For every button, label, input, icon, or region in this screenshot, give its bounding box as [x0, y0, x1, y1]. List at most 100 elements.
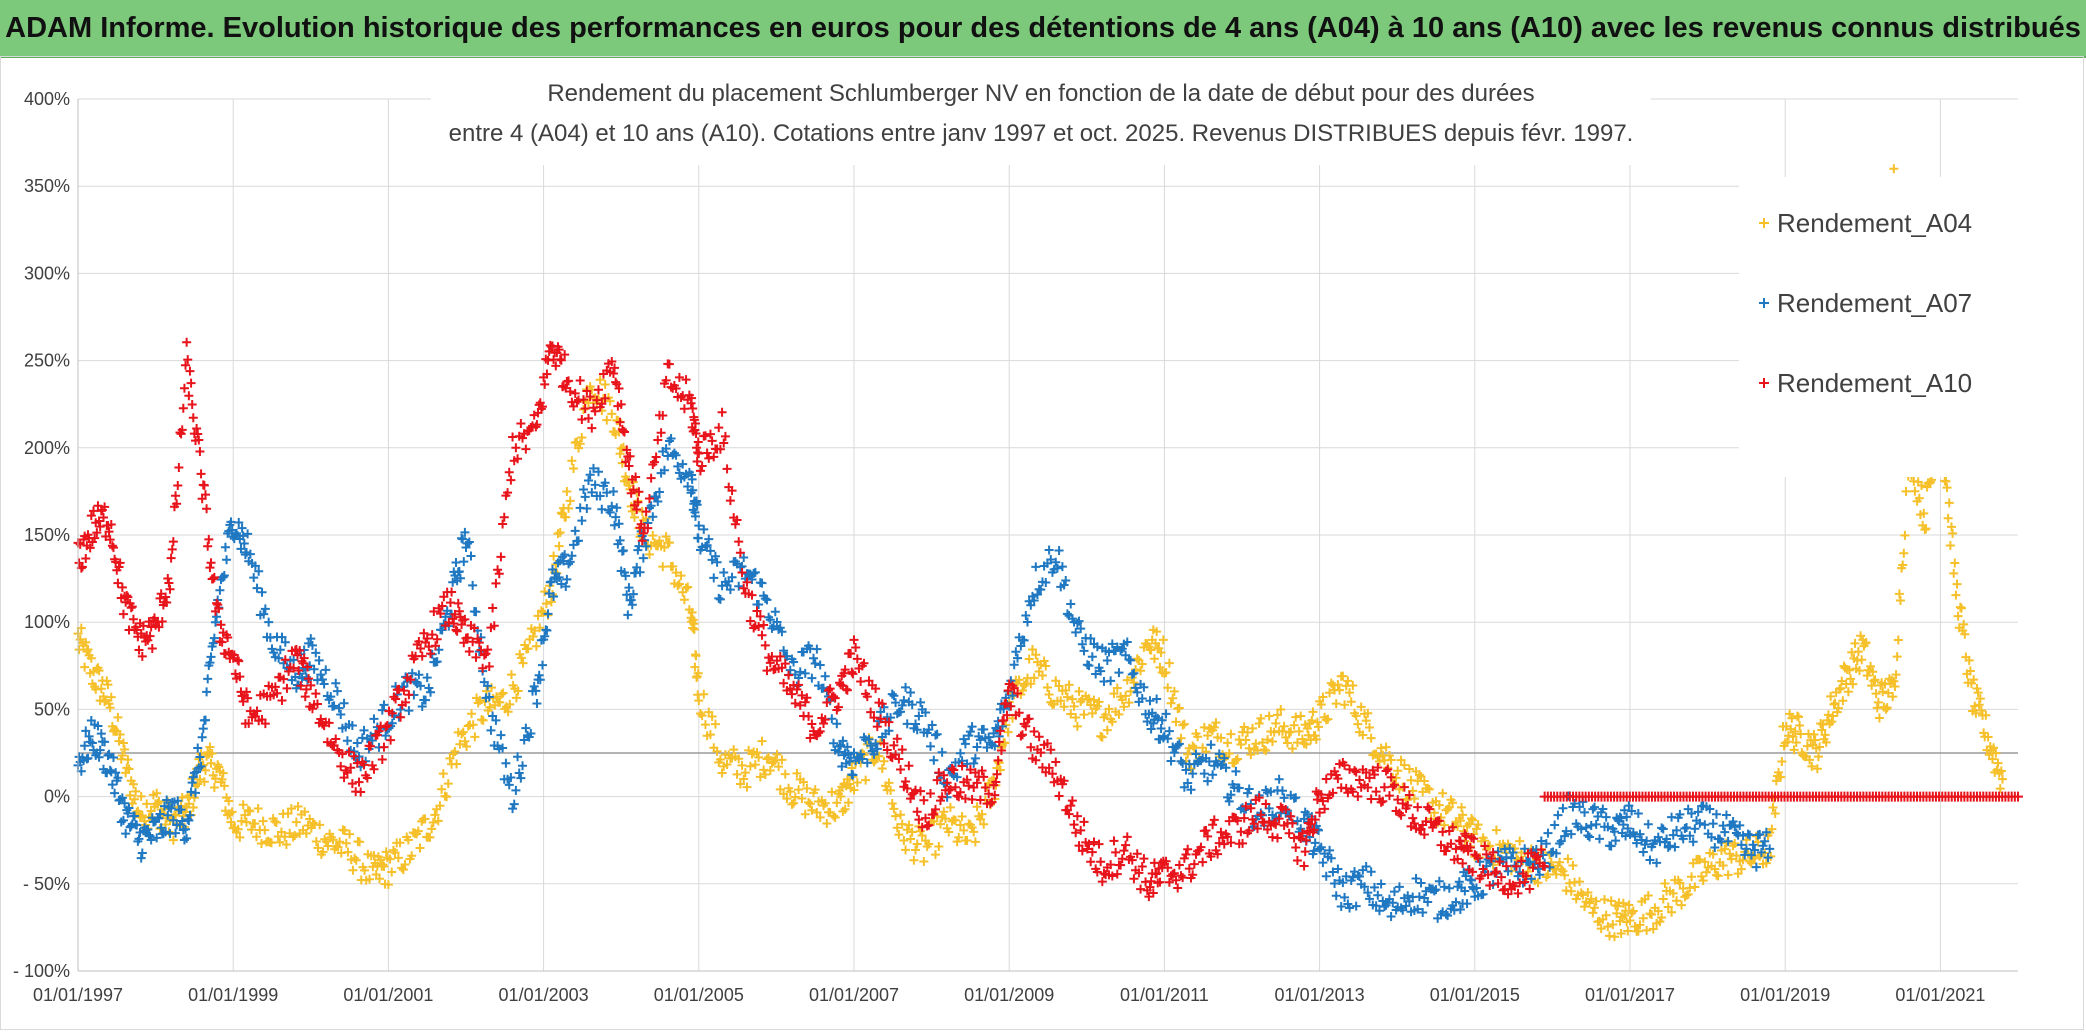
data-point	[1711, 809, 1721, 819]
data-point	[1776, 772, 1786, 782]
data-point	[1791, 738, 1801, 748]
data-point	[1306, 819, 1316, 829]
data-point	[1386, 912, 1396, 922]
data-point	[914, 815, 924, 825]
data-point	[730, 519, 740, 529]
data-point	[191, 788, 201, 798]
data-point	[234, 656, 244, 666]
data-point	[1146, 876, 1156, 886]
data-point	[1416, 878, 1426, 888]
data-point	[906, 834, 916, 844]
data-point	[549, 591, 559, 601]
data-point	[1560, 831, 1570, 841]
data-point	[648, 512, 658, 522]
data-point	[448, 614, 458, 624]
data-point	[1287, 744, 1297, 754]
data-point	[1089, 837, 1099, 847]
data-point	[347, 779, 357, 789]
data-point	[1041, 577, 1051, 587]
data-point	[454, 606, 464, 616]
y-tick-label: 50%	[34, 699, 70, 719]
data-point	[789, 798, 799, 808]
data-point	[1813, 752, 1823, 762]
data-point	[203, 674, 213, 684]
data-point	[226, 517, 236, 527]
data-point	[541, 599, 551, 609]
data-point	[425, 832, 435, 842]
data-point	[615, 535, 625, 545]
data-point	[692, 443, 702, 453]
data-point	[674, 468, 684, 478]
data-point	[218, 572, 228, 582]
data-point	[443, 779, 453, 789]
data-point	[542, 625, 552, 635]
data-point	[1234, 783, 1244, 793]
data-point	[917, 822, 927, 832]
data-point	[934, 842, 944, 852]
data-point	[1022, 617, 1032, 627]
data-point	[1414, 892, 1424, 902]
data-point	[1156, 724, 1166, 734]
data-point	[965, 765, 975, 775]
data-point	[1478, 864, 1488, 874]
data-point	[1503, 889, 1513, 899]
data-point	[901, 682, 911, 692]
data-point	[93, 721, 103, 731]
data-point	[904, 761, 914, 771]
data-point	[433, 816, 443, 826]
data-point	[1086, 700, 1096, 710]
data-point	[1152, 627, 1162, 637]
data-point	[530, 626, 540, 636]
data-point	[96, 729, 106, 739]
data-point	[192, 423, 202, 433]
data-point	[777, 627, 787, 637]
data-point	[752, 747, 762, 757]
data-point	[328, 835, 338, 845]
data-point	[1648, 924, 1658, 934]
data-point	[842, 685, 852, 695]
data-point	[1748, 840, 1758, 850]
data-point	[496, 730, 506, 740]
data-point	[1056, 696, 1066, 706]
data-point	[1746, 850, 1756, 860]
data-point	[1019, 635, 1029, 645]
data-point	[1315, 844, 1325, 854]
data-point	[378, 860, 388, 870]
data-point	[104, 527, 114, 537]
data-point	[1827, 717, 1837, 727]
data-point	[471, 607, 481, 617]
data-point	[81, 726, 91, 736]
data-point	[1871, 689, 1881, 699]
data-point	[1371, 901, 1381, 911]
data-point	[1889, 164, 1899, 174]
data-point	[395, 838, 405, 848]
data-point	[1462, 899, 1472, 909]
data-point	[1948, 528, 1958, 538]
data-point	[458, 534, 468, 544]
data-point	[869, 749, 879, 759]
data-point	[866, 707, 876, 717]
data-point	[309, 664, 319, 674]
data-point	[1759, 218, 1769, 228]
data-point	[1097, 732, 1107, 742]
data-point	[1107, 639, 1117, 649]
data-point	[103, 750, 113, 760]
data-point	[681, 583, 691, 593]
data-point	[208, 638, 218, 648]
data-point	[692, 500, 702, 510]
data-point	[436, 609, 446, 619]
data-point	[937, 792, 947, 802]
data-point	[1219, 753, 1229, 763]
chart-title: Rendement du placement Schlumberger NV e…	[431, 65, 1651, 165]
data-point	[1104, 704, 1114, 714]
data-point	[702, 448, 712, 458]
data-point	[1657, 912, 1667, 922]
data-point	[1166, 698, 1176, 708]
data-point	[1441, 909, 1451, 919]
data-point	[533, 611, 543, 621]
data-point	[1561, 826, 1571, 836]
data-point	[1995, 784, 2005, 794]
data-point	[463, 633, 473, 643]
data-point	[1119, 702, 1129, 712]
data-point	[1373, 762, 1383, 772]
